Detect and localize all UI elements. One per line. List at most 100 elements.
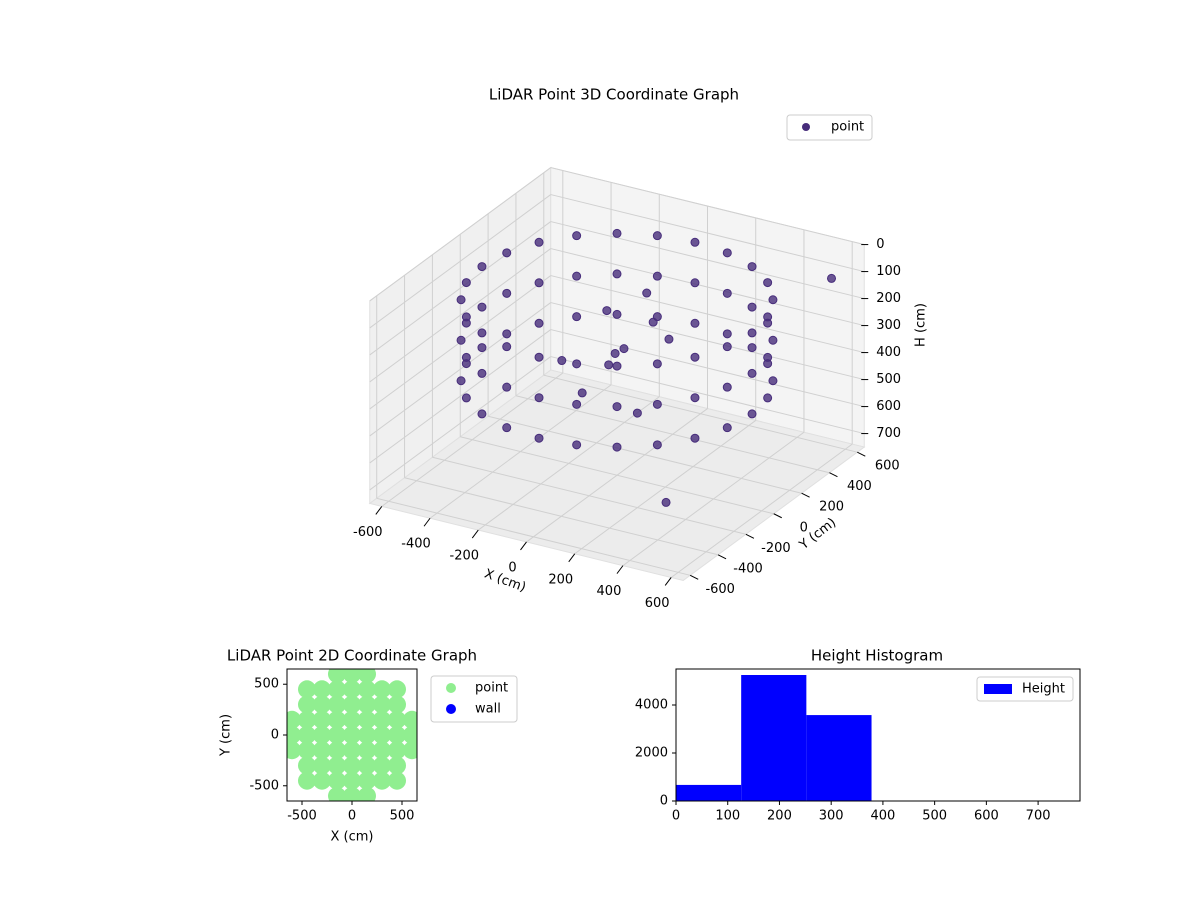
point bbox=[502, 248, 512, 258]
grid-line bbox=[550, 248, 865, 327]
point bbox=[358, 680, 376, 699]
point bbox=[328, 669, 346, 684]
tick-mark bbox=[829, 472, 838, 478]
point bbox=[328, 726, 346, 744]
legend: point wall bbox=[430, 675, 518, 723]
point bbox=[612, 402, 622, 412]
grid-line bbox=[369, 167, 552, 302]
z-tick-label: 200 bbox=[876, 291, 901, 306]
point bbox=[328, 771, 346, 790]
point bbox=[690, 433, 700, 443]
point bbox=[313, 695, 331, 714]
point bbox=[343, 756, 361, 775]
y-tick-label: -200 bbox=[761, 541, 791, 556]
plot-frame bbox=[675, 668, 1081, 802]
grid-line bbox=[369, 356, 552, 491]
point bbox=[388, 726, 406, 744]
legend-marker bbox=[446, 683, 456, 693]
point bbox=[572, 359, 582, 369]
point bbox=[648, 317, 658, 327]
grid-line bbox=[369, 194, 552, 329]
legend-marker bbox=[446, 704, 456, 714]
point bbox=[287, 726, 301, 744]
point bbox=[328, 786, 346, 801]
point bbox=[612, 442, 622, 452]
point bbox=[313, 710, 331, 729]
point bbox=[456, 295, 466, 305]
tick-mark bbox=[423, 517, 431, 527]
z-tick-label: 600 bbox=[876, 399, 901, 414]
x-tick-label: -600 bbox=[353, 525, 383, 540]
grid-line bbox=[487, 415, 802, 494]
grid-line bbox=[550, 329, 865, 408]
x-tick-label: 300 bbox=[819, 809, 844, 824]
point bbox=[461, 393, 471, 403]
tick-mark bbox=[471, 529, 479, 539]
point bbox=[747, 328, 757, 338]
point bbox=[477, 368, 487, 378]
tick-mark bbox=[801, 492, 810, 498]
point bbox=[388, 710, 406, 729]
point bbox=[456, 335, 466, 345]
tick-mark bbox=[520, 541, 527, 551]
point bbox=[612, 309, 622, 319]
point bbox=[343, 741, 361, 760]
x-tick-label: 0 bbox=[672, 809, 680, 824]
point bbox=[461, 352, 471, 362]
bar bbox=[806, 715, 872, 801]
point bbox=[403, 710, 417, 729]
point bbox=[577, 388, 587, 398]
point bbox=[313, 771, 331, 790]
chart-title: Height Histogram bbox=[811, 647, 943, 665]
legend-marker bbox=[984, 684, 1012, 694]
point bbox=[313, 756, 331, 775]
point bbox=[502, 423, 512, 433]
point bbox=[313, 726, 331, 744]
point bbox=[298, 726, 316, 744]
point bbox=[763, 312, 773, 322]
y-tick-label: 0 bbox=[660, 794, 668, 809]
point bbox=[461, 278, 471, 288]
point bbox=[604, 360, 614, 370]
point bbox=[632, 408, 642, 418]
x-tick-label: 200 bbox=[767, 809, 792, 824]
point bbox=[502, 382, 512, 392]
point bbox=[722, 288, 732, 298]
point bbox=[722, 342, 732, 352]
grid-line bbox=[550, 194, 865, 273]
point bbox=[502, 329, 512, 339]
point bbox=[388, 741, 406, 760]
point bbox=[661, 497, 671, 507]
y-tick-label: 600 bbox=[875, 459, 900, 474]
point bbox=[612, 228, 622, 238]
point bbox=[572, 440, 582, 450]
tick-mark bbox=[375, 506, 383, 515]
point bbox=[612, 269, 622, 279]
grid-line bbox=[550, 275, 865, 354]
x-tick-label: 400 bbox=[597, 584, 622, 599]
point bbox=[652, 440, 662, 450]
grid-line bbox=[376, 497, 691, 576]
legend-marker bbox=[802, 123, 810, 131]
plot-3d: -600-400-2000200400600-600-400-200020040… bbox=[353, 166, 901, 611]
z-tick-label: 0 bbox=[876, 237, 884, 252]
point bbox=[298, 710, 316, 729]
point bbox=[388, 680, 406, 699]
chart-title: LiDAR Point 3D Coordinate Graph bbox=[489, 86, 739, 104]
point bbox=[477, 262, 487, 272]
point bbox=[572, 399, 582, 409]
point bbox=[373, 695, 391, 714]
y-tick-label: -400 bbox=[733, 561, 763, 576]
point bbox=[343, 726, 361, 744]
point bbox=[343, 786, 361, 801]
point bbox=[358, 741, 376, 760]
point bbox=[298, 741, 316, 760]
y-tick-label: -500 bbox=[249, 778, 279, 793]
point bbox=[343, 669, 361, 684]
x-tick-label: 0 bbox=[508, 560, 516, 575]
point bbox=[534, 318, 544, 328]
legend-label: wall bbox=[475, 702, 501, 717]
points bbox=[287, 669, 417, 801]
x-tick-label: 500 bbox=[390, 809, 415, 824]
